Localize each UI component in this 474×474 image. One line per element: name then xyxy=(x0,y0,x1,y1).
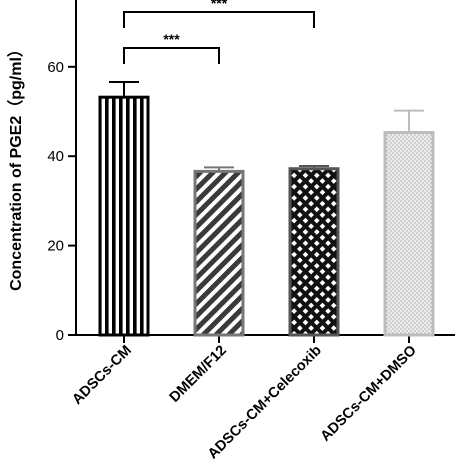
bar xyxy=(383,131,435,337)
significance-label: *** xyxy=(211,0,228,11)
significance-layer: *** *** xyxy=(123,0,315,64)
y-axis-title: Concentration of PGE2（pg/ml） xyxy=(7,41,25,291)
y-axis-title-group: Concentration of PGE2（pg/ml） xyxy=(7,41,25,291)
significance-label: *** xyxy=(163,31,180,47)
category-labels: ADSCs-CM DMEM/F12ADSCs-CM+CelecoxibADSCs-… xyxy=(69,342,419,462)
bars-layer xyxy=(98,95,435,337)
y-tick-label: 20 xyxy=(47,238,64,255)
bar xyxy=(288,167,340,337)
y-tick-label: 60 xyxy=(47,59,64,76)
bar xyxy=(98,95,150,337)
x-category-label: DMEM/F12 xyxy=(167,343,230,406)
significance-bracket xyxy=(123,47,220,64)
significance-bracket xyxy=(123,11,315,28)
error-bars-layer xyxy=(109,80,424,172)
bar xyxy=(193,169,245,337)
y-tick-label: 40 xyxy=(47,148,64,165)
x-category-label: ADSCs-CM+DMSO xyxy=(318,343,420,445)
x-category-label: ADSCs-CM xyxy=(69,343,134,408)
y-tick-label: 0 xyxy=(56,327,64,344)
y-axis: 0 20 40 60 xyxy=(47,0,77,344)
